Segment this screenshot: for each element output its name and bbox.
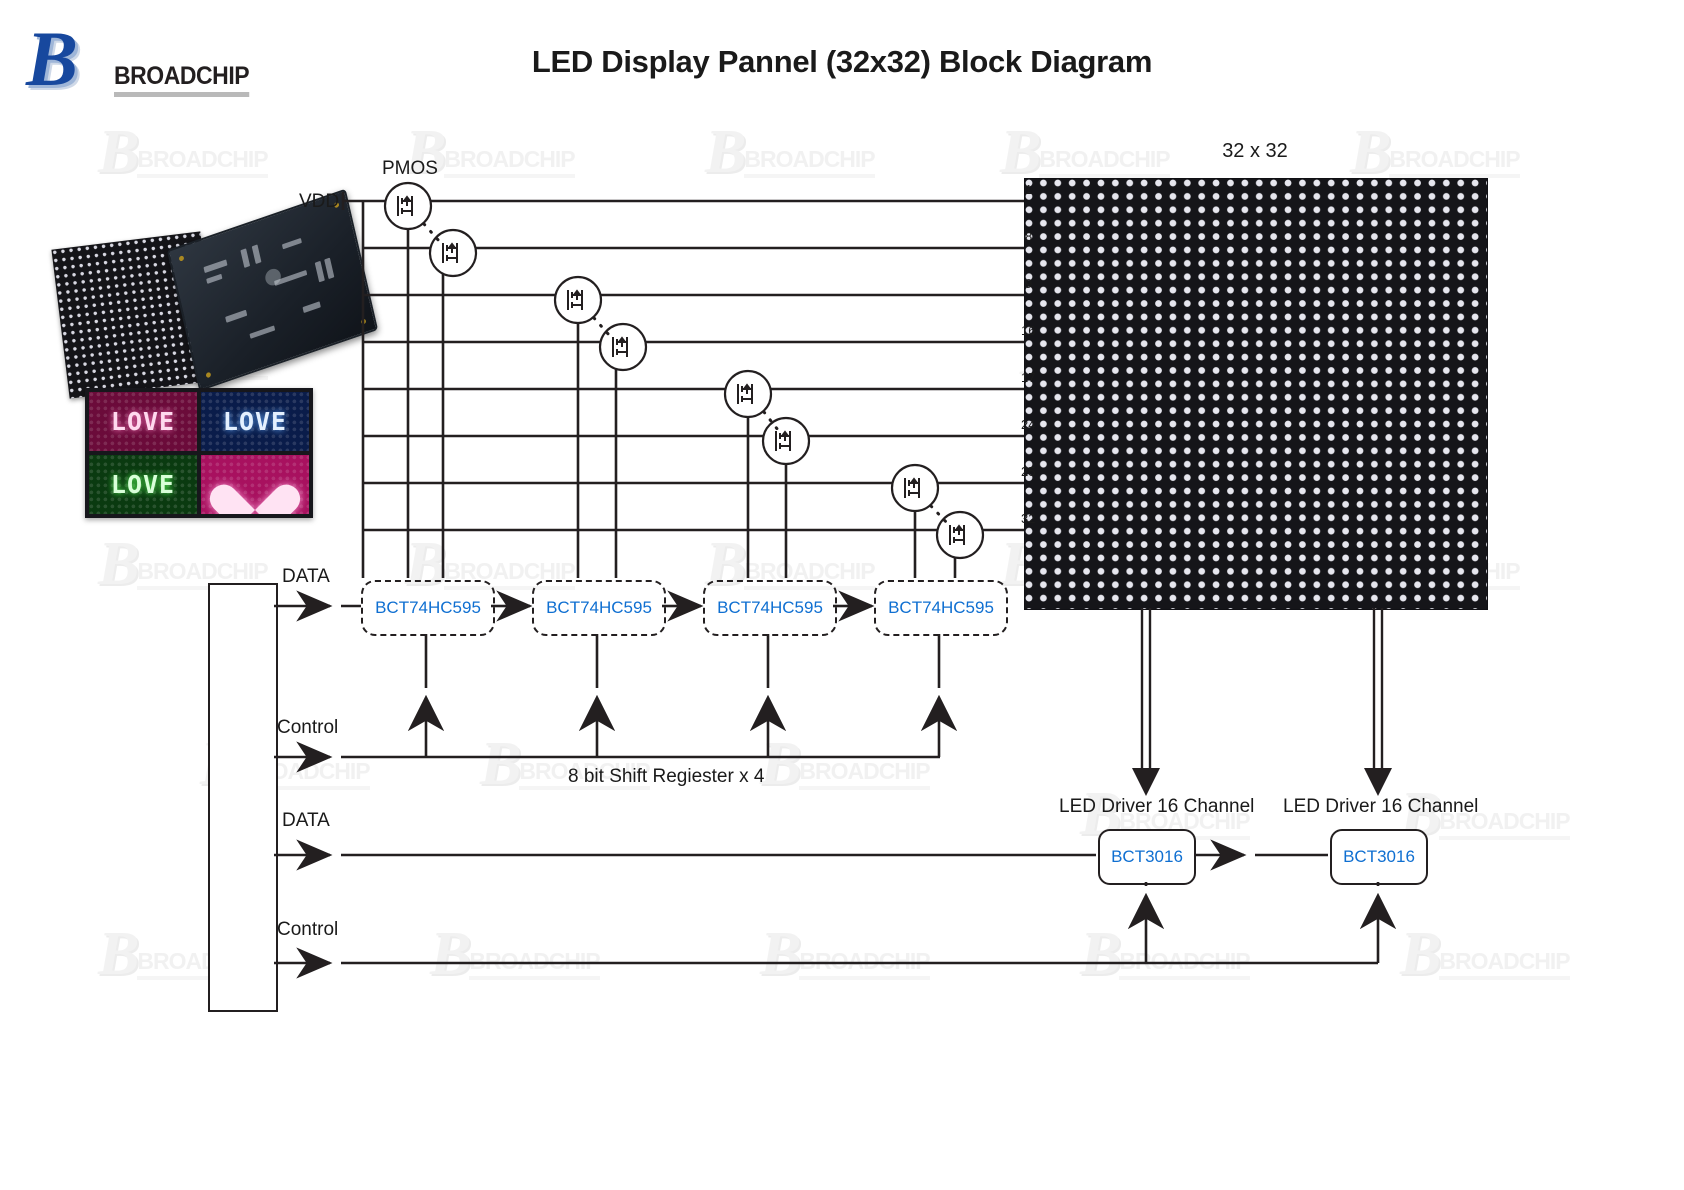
row-number-9: 9 [1025, 276, 1033, 291]
shift-register-4[interactable]: BCT74HC595 [874, 580, 1008, 636]
control-top-label: Control [277, 717, 339, 738]
watermark-mark: B [705, 118, 746, 186]
led-sample-text: LOVE [222, 407, 288, 436]
data-top-label: DATA [282, 566, 330, 587]
led-sample-heart [201, 455, 309, 514]
watermark-mark: B [98, 118, 139, 186]
row-number-32: 32 [1021, 511, 1036, 526]
watermark-mark: B [430, 920, 471, 988]
shift-register-1[interactable]: BCT74HC595 [361, 580, 495, 636]
watermark-text: BROADCHIP [799, 758, 931, 790]
led-sample-photos: LOVE LOVE LOVE [85, 388, 313, 518]
led-driver-2[interactable]: BCT3016 [1330, 829, 1428, 885]
data-bottom-label: DATA [282, 810, 330, 831]
watermark-mark: B [1400, 920, 1441, 988]
led-sample-text: LOVE [110, 407, 176, 436]
watermark-text: BROADCHIP [744, 146, 876, 178]
shift-register-3[interactable]: BCT74HC595 [703, 580, 837, 636]
watermark-text: BROADCHIP [137, 146, 269, 178]
vdd-label: VDD [299, 191, 340, 212]
watermark-text: BROADCHIP [469, 948, 601, 980]
led-module-back-photo [166, 188, 379, 392]
watermark-text: BROADCHIP [1439, 948, 1571, 980]
row-number-1: 1 [1025, 182, 1033, 197]
shift-register-label: BCT74HC595 [375, 598, 481, 617]
watermark-mark: B [760, 730, 801, 798]
broadchip-logo: B BROADCHIP [26, 20, 256, 100]
row-number-8: 8 [1025, 229, 1033, 244]
led-driver-caption-2: LED Driver 16 Channel [1283, 796, 1479, 817]
watermark-mark: B [98, 530, 139, 598]
pmos-label: PMOS [382, 158, 438, 179]
row-number-24: 24 [1021, 417, 1036, 432]
shift-register-caption: 8 bit Shift Regiester x 4 [568, 766, 765, 787]
led-sample-blue: LOVE [201, 392, 309, 451]
watermark-text: BROADCHIP [799, 948, 931, 980]
watermark-mark: B [480, 730, 521, 798]
led-sample-pink: LOVE [89, 392, 197, 451]
logo-wordmark: BROADCHIP [114, 62, 250, 97]
watermark-mark: B [98, 920, 139, 988]
led-sample-text: LOVE [110, 470, 176, 499]
control-bottom-label: Control [277, 919, 339, 940]
shift-register-label: BCT74HC595 [888, 598, 994, 617]
watermark-text: BROADCHIP [444, 146, 576, 178]
row-number-16: 16 [1021, 323, 1036, 338]
led-matrix-32x32 [1024, 178, 1488, 610]
watermark-mark: B [760, 920, 801, 988]
watermark-text: BROADCHIP [1119, 948, 1251, 980]
led-driver-caption-1: LED Driver 16 Channel [1059, 796, 1255, 817]
controller-block[interactable] [208, 583, 278, 1012]
led-driver-label: BCT3016 [1343, 847, 1415, 866]
led-driver-1[interactable]: BCT3016 [1098, 829, 1196, 885]
led-sample-green: LOVE [89, 455, 197, 514]
heart-icon [227, 460, 283, 510]
row-number-25: 25 [1021, 464, 1036, 479]
shift-register-2[interactable]: BCT74HC595 [532, 580, 666, 636]
watermark-mark: B [1080, 920, 1121, 988]
page-title: LED Display Pannel (32x32) Block Diagram [531, 44, 1153, 79]
row-number-17: 17 [1021, 370, 1036, 385]
matrix-title: 32 x 32 [1222, 140, 1288, 162]
led-module-photos [51, 188, 379, 399]
shift-register-label: BCT74HC595 [717, 598, 823, 617]
shift-register-label: BCT74HC595 [546, 598, 652, 617]
led-driver-label: BCT3016 [1111, 847, 1183, 866]
